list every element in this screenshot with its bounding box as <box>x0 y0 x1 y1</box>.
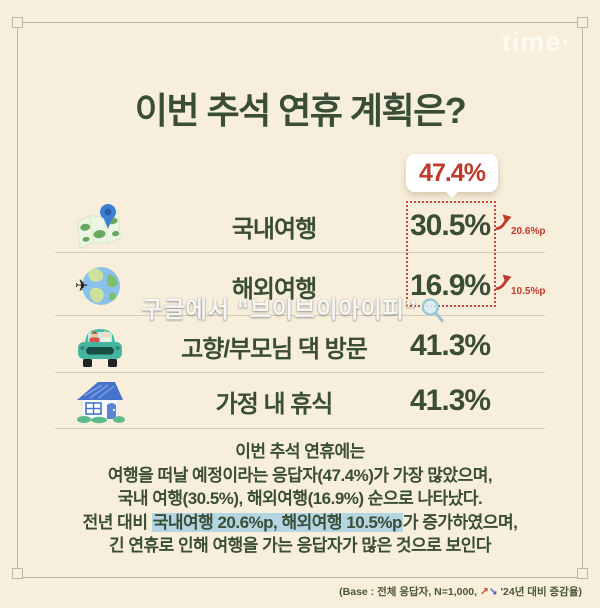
travel-total-value: 47.4% <box>419 158 486 187</box>
yoy-delta: 10.5%p <box>495 273 555 299</box>
frame-corner-ornament <box>577 17 588 28</box>
travel-values-highlight-box <box>406 201 496 307</box>
row-value: 41.3% <box>410 384 491 417</box>
row-label: 고향/부모님 댁 방문 <box>181 335 368 363</box>
row-divider <box>55 372 545 373</box>
travel-total-badge: 47.4% <box>406 154 498 192</box>
svg-text:✈: ✈ <box>75 278 88 295</box>
row-value: 41.3% <box>410 329 491 362</box>
car-family-icon <box>55 322 145 370</box>
summary-line: 이번 추석 연휴에는 <box>235 442 365 461</box>
base-note: (Base : 전체 응답자, N=1,000, ↗↘ '24년 대비 증감율) <box>339 586 582 598</box>
up-arrow-icon: ↗ <box>479 586 489 598</box>
row-label: 가정 내 휴식 <box>215 390 334 418</box>
yoy-delta-label: 20.6%p <box>511 226 546 237</box>
down-arrow-icon: ↘ <box>488 586 498 598</box>
table-row-home-rest: 가정 내 휴식 41.3% <box>55 374 555 428</box>
frame-corner-ornament <box>12 17 23 28</box>
table-row-domestic-travel: 국내여행 30.5% 20.6%p <box>55 199 555 253</box>
summary-text: 이번 추석 연휴에는 여행을 떠날 예정이라는 응답자(47.4%)가 가장 많… <box>0 440 600 558</box>
highlighted-stat: 국내여행 20.6%p, 해외여행 10.5%p <box>151 512 403 532</box>
summary-line: 국내 여행(30.5%), 해외여행(16.9%) 순으로 나타났다. <box>117 489 483 508</box>
summary-line: 전년 대비 국내여행 20.6%p, 해외여행 10.5%p가 증가하였으며, <box>82 512 518 532</box>
up-trend-arrow-icon <box>495 274 512 291</box>
brand-logo: time· <box>501 27 574 57</box>
row-value: 16.9% <box>410 269 491 302</box>
frame-corner-ornament <box>577 568 588 579</box>
row-divider <box>55 315 545 316</box>
frame-corner-ornament <box>12 568 23 579</box>
magnifier-icon <box>421 298 444 323</box>
table-row-hometown-visit: 고향/부모님 댁 방문 41.3% <box>55 319 555 373</box>
map-pin-icon <box>55 201 145 251</box>
summary-line: 긴 연휴로 인해 여행을 가는 응답자가 많은 것으로 보인다 <box>108 536 492 555</box>
row-label: 국내여행 <box>231 215 317 243</box>
summary-line: 여행을 떠날 예정이라는 응답자(47.4%)가 가장 많았으며, <box>107 465 493 485</box>
search-watermark: 구글에서 “브이브이아이피” <box>141 289 446 324</box>
row-value: 30.5% <box>410 209 491 242</box>
row-label: 해외여행 <box>231 275 317 303</box>
globe-airplane-icon: ✈ <box>55 262 145 310</box>
yoy-delta: 20.6%p <box>495 213 555 239</box>
watermark-text: 구글에서 “브이브이아이피” <box>141 295 418 322</box>
row-divider <box>55 428 545 429</box>
row-divider <box>55 252 545 253</box>
yoy-delta-label: 10.5%p <box>511 286 546 297</box>
page-title: 이번 추석 연휴 계획은? <box>134 90 467 131</box>
decorative-frame <box>17 22 583 578</box>
house-icon <box>55 377 145 425</box>
table-row-overseas-travel: ✈ 해외여행 16.9% 10.5%p <box>55 259 555 313</box>
up-trend-arrow-icon <box>495 214 512 231</box>
